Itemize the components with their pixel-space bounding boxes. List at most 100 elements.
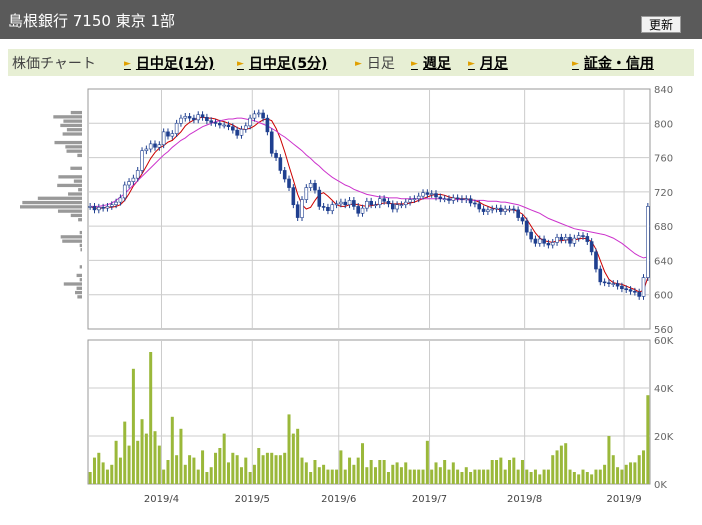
candle-body: [166, 131, 170, 137]
volume-bar: [343, 469, 347, 484]
x-tick-label: 2019/4: [144, 494, 179, 505]
volume-bar: [456, 469, 460, 484]
candle-body: [161, 131, 166, 146]
candle-body: [512, 208, 516, 211]
volume-profile-bar: [75, 290, 82, 295]
candle-body: [425, 192, 430, 195]
volume-bar: [520, 460, 524, 484]
volume-bar: [162, 469, 166, 484]
volume-bar: [482, 469, 486, 484]
volume-bar: [175, 455, 179, 484]
volume-bar: [265, 452, 269, 484]
volume-profile-bar: [20, 205, 82, 209]
candle-body: [97, 206, 101, 211]
volume-bar: [378, 460, 382, 484]
candle-body: [390, 203, 395, 210]
candle-body: [148, 143, 153, 150]
volume-bar: [140, 419, 144, 484]
candle-body: [386, 200, 391, 205]
volume-bar: [157, 445, 161, 484]
volume-bar: [291, 433, 295, 484]
candle-body: [356, 206, 360, 214]
candle-body: [243, 125, 248, 130]
volume-bar: [248, 472, 252, 484]
nav-intraday-1min[interactable]: ► 日中足(1分): [124, 56, 215, 72]
candle-body: [291, 187, 296, 206]
volume-profile-bar: [60, 123, 82, 128]
candle-body: [576, 235, 581, 239]
nav-monthly[interactable]: ► 月足: [468, 56, 508, 72]
volume-bar: [361, 443, 365, 484]
candle-body: [563, 236, 568, 241]
volume-bar: [270, 452, 274, 484]
candle-body: [218, 122, 222, 126]
volume-bars: [88, 352, 650, 484]
candle-body: [473, 202, 477, 205]
volume-bar: [274, 455, 278, 484]
volume-bar: [598, 469, 602, 484]
volume-profile-bar: [70, 213, 82, 218]
candle-body: [92, 206, 97, 211]
candle-body: [200, 114, 205, 118]
volume-bar: [568, 469, 572, 484]
x-tick-label: 2019/8: [507, 494, 542, 505]
candle-body: [256, 112, 261, 115]
volume-bar: [335, 469, 339, 484]
volume-bar: [296, 428, 300, 484]
candle-body: [602, 281, 607, 284]
moving-average-short: [90, 116, 649, 293]
candle-body: [196, 114, 201, 121]
volume-bar: [430, 469, 434, 484]
candle-body: [187, 116, 192, 119]
volume-bar: [533, 469, 537, 484]
candle-body: [231, 126, 235, 131]
volume-bar: [646, 395, 650, 484]
candle-body: [399, 204, 404, 207]
candle-body: [615, 283, 620, 287]
price-tick-label: 760: [654, 154, 673, 165]
volume-bar: [131, 368, 135, 484]
candle-body: [581, 235, 585, 237]
candle-body: [403, 201, 408, 206]
candle-body: [464, 198, 469, 201]
volume-tick-label: 20K: [654, 432, 674, 443]
volume-bar: [227, 462, 230, 484]
volume-bar: [464, 467, 468, 484]
volume-bar: [283, 452, 287, 484]
volume-bar: [166, 460, 170, 484]
volume-bar: [92, 457, 96, 484]
candle-body: [153, 143, 157, 148]
volume-bar: [425, 440, 429, 484]
candle-body: [213, 122, 218, 124]
candle-body: [140, 150, 144, 171]
candle-body: [460, 198, 464, 201]
volume-bar: [244, 457, 248, 484]
candle-body: [546, 242, 551, 246]
volume-bar: [538, 474, 542, 484]
candle-body: [503, 208, 507, 212]
candle-body: [222, 124, 226, 127]
refresh-button[interactable]: 更新: [641, 16, 681, 33]
volume-profile-bar: [78, 188, 82, 192]
volume-bar: [438, 467, 442, 484]
volume-bar: [447, 469, 451, 484]
candle-body: [550, 242, 555, 246]
volume-bar: [257, 448, 261, 484]
nav-weekly[interactable]: ► 週足: [411, 56, 451, 72]
volume-bar: [490, 460, 494, 484]
volume-bar: [412, 469, 416, 484]
volume-bar: [555, 450, 559, 484]
candle-body: [118, 197, 123, 203]
candle-body: [261, 112, 265, 119]
volume-profile-bar: [66, 128, 82, 132]
volume-profile-bar: [73, 179, 82, 183]
candle-body: [122, 184, 127, 199]
nav-margin-credit[interactable]: ► 証金・信用: [572, 56, 654, 72]
nav-intraday-5min[interactable]: ► 日中足(5分): [237, 56, 328, 72]
volume-bar: [192, 457, 196, 484]
volume-bar: [473, 469, 477, 484]
candles: [88, 109, 650, 300]
volume-profile-bar: [57, 183, 82, 188]
price-tick-label: 600: [654, 291, 673, 302]
arrow-icon: ►: [355, 59, 362, 69]
